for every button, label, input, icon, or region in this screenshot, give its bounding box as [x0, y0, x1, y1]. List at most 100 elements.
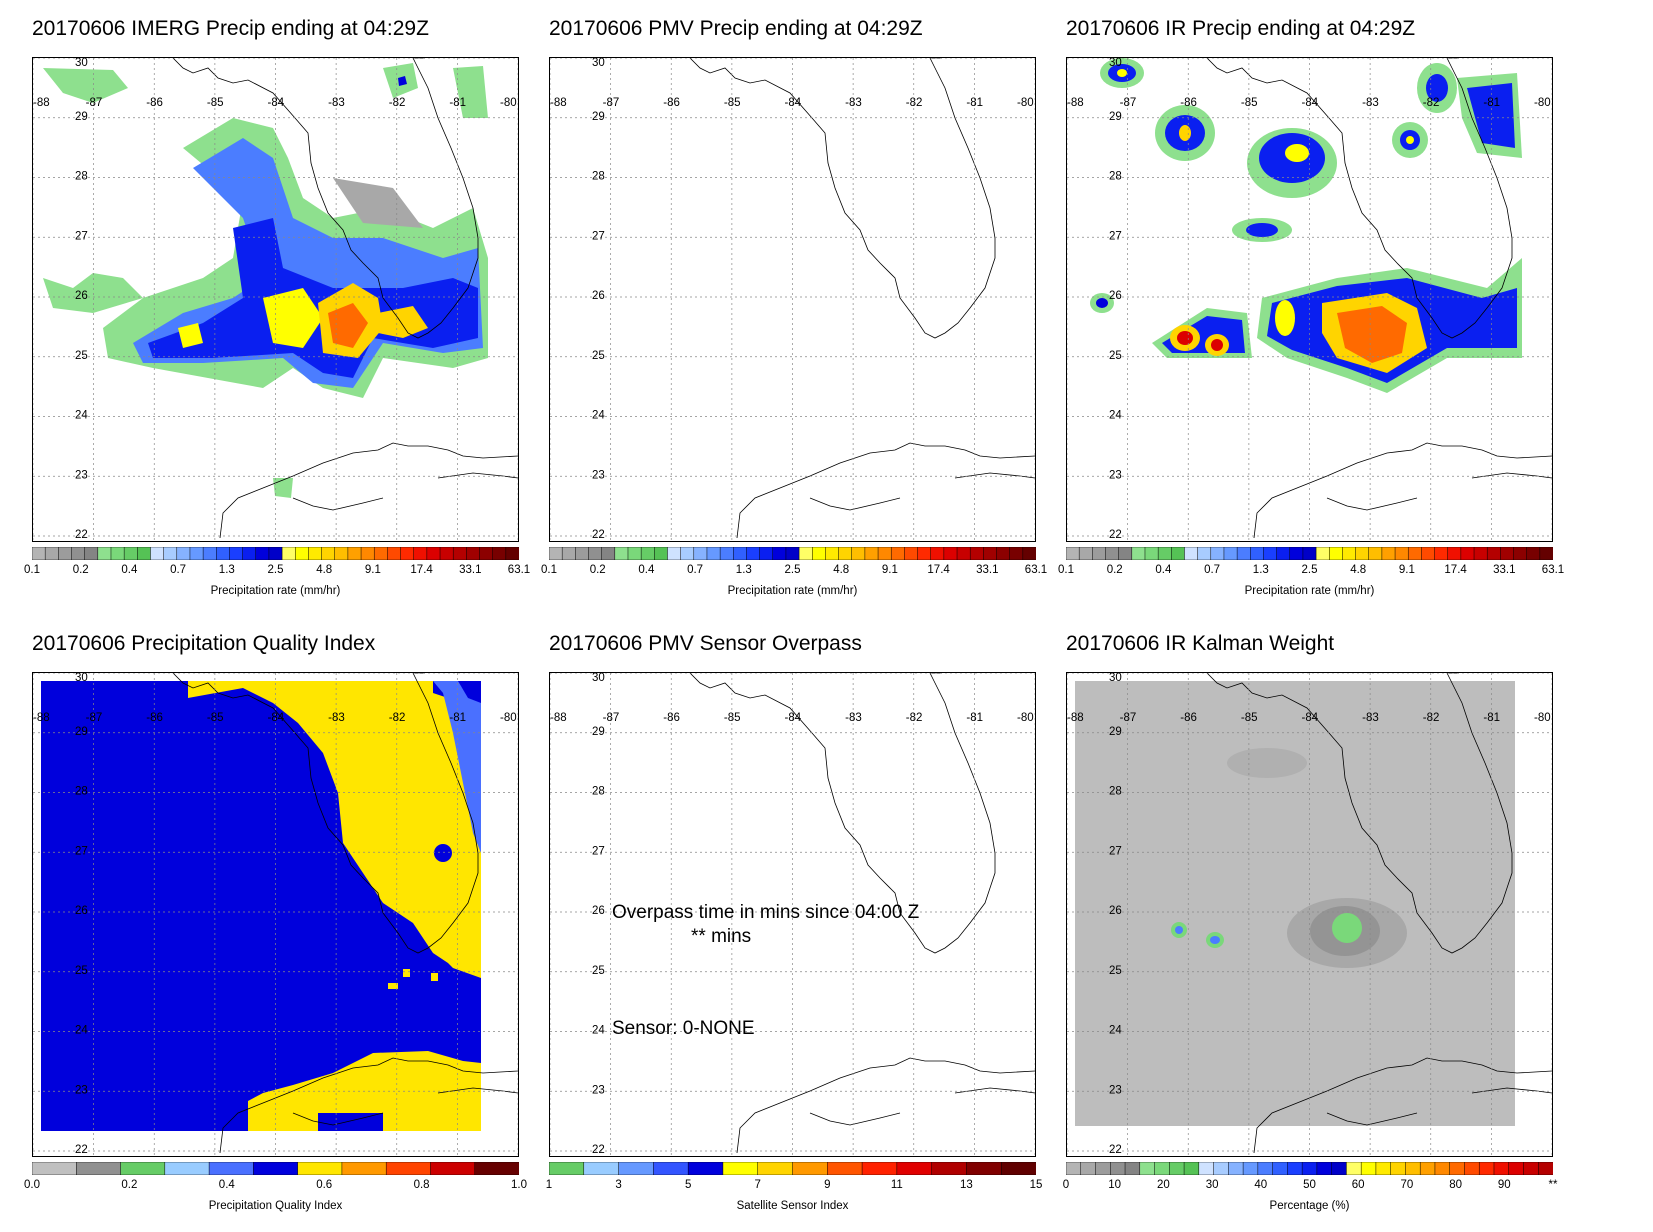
- colorbar-tick-label: 0.4: [218, 1179, 235, 1191]
- colorbar-cell: [588, 547, 603, 560]
- colorbar-cell: [549, 547, 563, 560]
- colorbar-cell: [722, 1162, 759, 1175]
- colorbar-cell: [253, 1162, 299, 1175]
- colorbar-tick-label: 50: [1303, 1179, 1316, 1191]
- colorbar-cell: [426, 547, 441, 560]
- lon-label: -88: [550, 97, 567, 109]
- colorbar-cell: [1110, 1162, 1126, 1175]
- colorbar-cell: [347, 547, 362, 560]
- colorbar-tick-label: 0.2: [72, 564, 89, 576]
- colorbar-cell: [216, 547, 231, 560]
- colorbar-ticks: 0 10 20 30 40 50 60 70 80 90 **: [1063, 1179, 1558, 1195]
- lat-label: 26: [75, 290, 88, 302]
- lon-label: -88: [1067, 712, 1084, 724]
- lat-label: 28: [592, 786, 605, 798]
- map-svg: 30 29 28 27 26 25 24 23 22 -88 -87 -86 -85 -84 -83 -82 -…: [33, 673, 518, 1156]
- colorbar-cell: [452, 547, 468, 560]
- colorbar-title: Precipitation rate (mm/hr): [727, 585, 858, 597]
- coastline: [437, 472, 518, 479]
- colorbar-cell: [890, 547, 906, 560]
- colorbar-tick-label: 15: [1029, 1179, 1043, 1191]
- colorbar-cell: [931, 1162, 968, 1175]
- lat-label: 27: [75, 230, 88, 242]
- colorbar-cell: [549, 1162, 585, 1175]
- colorbar-cell: [757, 1162, 794, 1175]
- colorbar-cell: [150, 547, 165, 560]
- lat-label: 24: [75, 1025, 88, 1037]
- lat-label: 30: [1109, 58, 1122, 69]
- colorbar-cell: [1272, 1162, 1289, 1175]
- colorbar-cell: [1210, 547, 1225, 560]
- colorbar-cell: [492, 547, 507, 560]
- colorbar-cell: [208, 1162, 255, 1175]
- colorbar-cell: [164, 1162, 210, 1175]
- colorbar-cell: [1287, 1162, 1303, 1175]
- colorbar-cell: [474, 1162, 519, 1175]
- colorbar-cell: [110, 547, 125, 560]
- lat-label: 26: [592, 905, 605, 917]
- colorbar-cell: [1066, 547, 1080, 560]
- colorbar: [549, 1162, 1036, 1175]
- lat-label: 23: [592, 1084, 605, 1096]
- colorbar-cell: [308, 547, 323, 560]
- lon-label: -82: [389, 712, 406, 724]
- lat-label: 23: [1109, 1084, 1122, 1096]
- lon-label: -83: [328, 97, 345, 109]
- colorbar-cell: [84, 547, 99, 560]
- colorbar-cell: [1460, 547, 1475, 560]
- colorbar-tick-label: 1.3: [1252, 564, 1269, 576]
- colorbar-cell: [667, 547, 682, 560]
- colorbar-tick-label: 63.1: [507, 564, 531, 576]
- colorbar: [32, 1162, 519, 1175]
- colorbar-cell: [838, 547, 853, 560]
- colorbar-cell: [653, 1162, 689, 1175]
- colorbar-tick-label: 0.2: [121, 1179, 138, 1191]
- panel-title: 20170606 PMV Precip ending at 04:29Z: [549, 17, 923, 40]
- lon-label: -84: [1302, 97, 1319, 109]
- lat-label: 26: [1109, 290, 1122, 302]
- panel-imerg-precip: 20170606 IMERG Precip ending at 04:29Z: [24, 17, 552, 617]
- lat-label: 30: [75, 58, 88, 69]
- colorbar-cell: [864, 547, 879, 560]
- lat-label: 24: [592, 410, 605, 422]
- colorbar-cell: [827, 1162, 863, 1175]
- colorbar-tick-label: 4.8: [316, 564, 333, 576]
- map-frame: 30 29 28 27 26 25 24 23 22 -88 -87 -86 -85 -84 -83 -82 -…: [1066, 672, 1553, 1157]
- colorbar-cell: [1022, 547, 1036, 560]
- lon-label: -81: [966, 712, 983, 724]
- colorbar-tick-label: 9.1: [364, 564, 381, 576]
- lat-label: 27: [592, 230, 605, 242]
- colorbar-cell: [229, 547, 244, 560]
- colorbar-ticks: 0.1 0.2 0.4 0.7 1.3 2.5 4.8 9.1 17.4 33.1 63.1: [541, 564, 1047, 580]
- lat-label: 23: [75, 469, 88, 481]
- lon-label: -80: [1534, 712, 1551, 724]
- colorbar-tick-label: 1.3: [735, 564, 752, 576]
- colorbar-cell: [1242, 1162, 1259, 1175]
- colorbar-cell: [1537, 1162, 1553, 1175]
- lat-label: 26: [75, 905, 88, 917]
- lon-label: -80: [1017, 712, 1034, 724]
- colorbar-tick-label: 3: [615, 1179, 622, 1191]
- colorbar-tick-label: 0.6: [316, 1179, 333, 1191]
- colorbar-cell: [1236, 547, 1252, 560]
- colorbar-cell: [58, 547, 73, 560]
- colorbar-cell: [1066, 1162, 1082, 1175]
- colorbar-cell: [1157, 547, 1173, 560]
- colorbar-cell: [785, 547, 800, 560]
- colorbar-cell: [1092, 547, 1107, 560]
- map-frame: 30 29 28 27 26 25 24 23 22 -88 -87 -86 -85 -84 -83 -82 -…: [549, 57, 1036, 542]
- colorbar-cell: [618, 1162, 655, 1175]
- colorbar-tick-label: 0.8: [413, 1179, 430, 1191]
- lon-label: -82: [906, 97, 923, 109]
- colorbar-cell: [413, 547, 428, 560]
- colorbar-cell: [930, 547, 945, 560]
- coastline: [292, 1112, 384, 1126]
- lat-label: 23: [592, 469, 605, 481]
- colorbar-tick-label: 2.5: [784, 564, 801, 576]
- colorbar-tick-label: 0.1: [1058, 564, 1074, 576]
- colorbar-cell: [792, 1162, 829, 1175]
- colorbar-tick-label: 11: [890, 1179, 903, 1191]
- panel-pmv-precip: 20170606 PMV Precip ending at 04:29Z 30 2…: [541, 17, 1069, 617]
- lon-label: -80: [500, 97, 517, 109]
- colorbar-cell: [1407, 547, 1423, 560]
